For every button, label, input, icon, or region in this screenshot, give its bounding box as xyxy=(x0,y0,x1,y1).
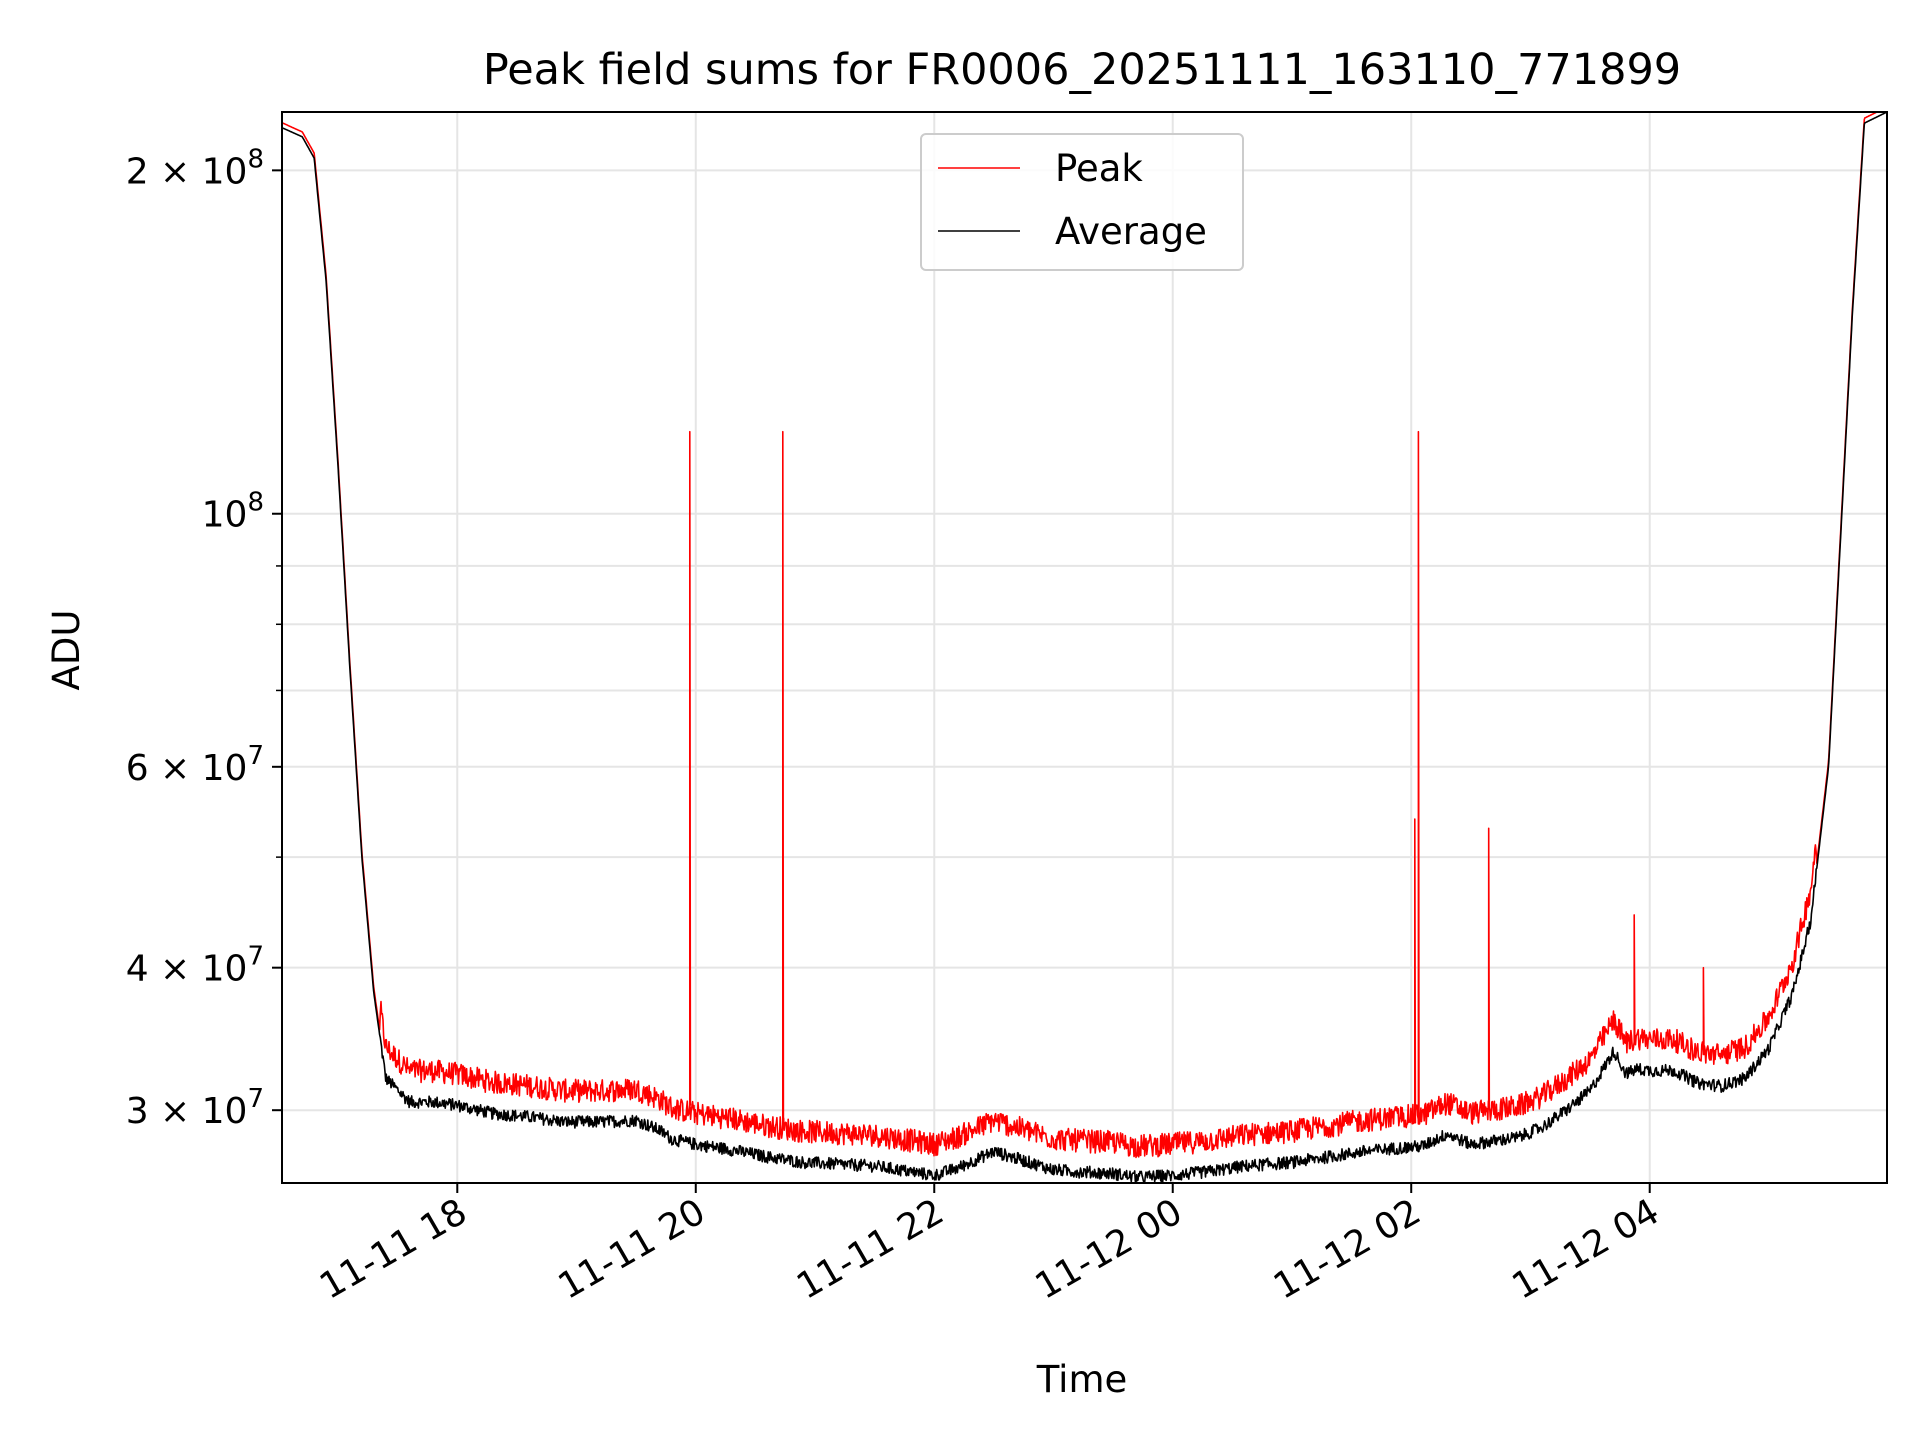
y-tick-label: 6 × 107 xyxy=(126,741,264,789)
y-tick-label: 3 × 107 xyxy=(126,1084,264,1132)
legend: Peak Average xyxy=(920,133,1244,271)
grid xyxy=(282,112,1887,1183)
y-axis-title: ADU xyxy=(45,610,88,691)
y-tick-label: 4 × 107 xyxy=(126,942,264,990)
chart-title: Peak field sums for FR0006_20251111_1631… xyxy=(483,45,1681,95)
x-axis-title: Time xyxy=(1036,1358,1128,1401)
legend-average-label: Average xyxy=(1055,210,1207,253)
series-average-line xyxy=(282,112,1887,1183)
y-tick-label: 108 xyxy=(202,488,264,536)
series-peak-line xyxy=(282,112,1879,1159)
plot-frame xyxy=(281,111,1888,1184)
legend-peak-label: Peak xyxy=(1055,147,1143,190)
series-layer xyxy=(282,112,1887,1183)
y-tick-label: 2 × 108 xyxy=(126,144,264,192)
